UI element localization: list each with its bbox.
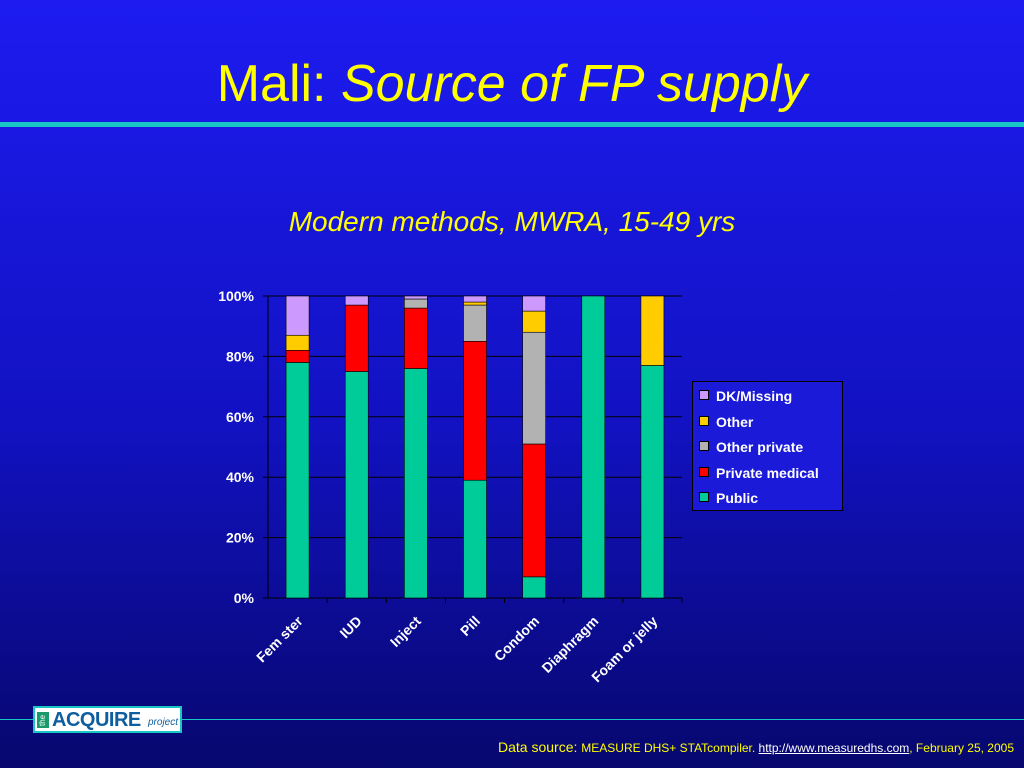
legend-swatch [699, 441, 709, 451]
bar-segment [404, 368, 428, 599]
bar-segment [463, 340, 487, 481]
legend-item: Other [699, 414, 753, 434]
data-source-footer: Data source: MEASURE DHS+ STATcompiler. … [498, 739, 1014, 755]
chart-subtitle: Modern methods, MWRA, 15-49 yrs [288, 206, 736, 237]
bar-segment [344, 304, 369, 372]
bar-segment [344, 295, 369, 306]
y-tick-label: 100% [218, 288, 254, 304]
x-tick-label: Fem ster [253, 612, 306, 665]
legend-label: Other [716, 413, 754, 430]
footer-divider [0, 719, 1024, 720]
bar-segment [581, 295, 606, 599]
logo-the-text: the [37, 712, 49, 728]
bar-segment [640, 365, 665, 599]
legend-label: Private medical [716, 464, 819, 481]
bar-segment [404, 298, 428, 309]
title-italic: Source of FP supply [340, 55, 808, 113]
bar-segment [285, 295, 310, 336]
bar-segment [285, 350, 310, 363]
bar-segment [285, 362, 310, 599]
bar-segment [463, 301, 487, 306]
bar-segment [463, 295, 487, 303]
bar-segment [522, 443, 546, 578]
bar-segment [463, 479, 487, 599]
bar-segment [522, 310, 546, 333]
bar-segment [463, 304, 487, 342]
legend-label: Other private [716, 439, 804, 455]
legend-label: Public [716, 490, 759, 506]
x-tick-label: IUD [336, 613, 364, 641]
legend-swatch [699, 390, 709, 400]
chart-legend: DK/Missing Other Other private Private medi… [692, 381, 843, 511]
footer-date: , February 25, 2005 [909, 741, 1014, 755]
bar-segment [344, 371, 369, 599]
legend-item: Private medical [699, 465, 819, 485]
footer-link[interactable]: http://www.measuredhs.com [758, 741, 910, 755]
bar-segment [522, 331, 546, 445]
logo-sub-text: project [148, 717, 179, 728]
y-tick-label: 0% [234, 590, 255, 606]
bar-segment [404, 307, 428, 369]
legend-swatch [699, 492, 709, 502]
slide-title: Mali: Source of FP supply [0, 52, 1024, 116]
title-divider [0, 122, 1024, 127]
bar-segment [404, 295, 428, 300]
bar-segment [285, 334, 310, 351]
x-tick-label: Condom [491, 613, 542, 664]
x-tick-label: Inject [387, 613, 424, 650]
x-tick-label: Diaphragm [538, 613, 601, 676]
x-tick-label: Pill [457, 613, 483, 639]
footer-label: Data source: [498, 739, 582, 755]
bar-segment [522, 295, 546, 312]
acquire-logo: the ACQUIRE project [33, 706, 182, 733]
y-tick-label: 20% [226, 530, 255, 546]
legend-swatch [699, 466, 709, 477]
y-tick-label: 40% [226, 469, 255, 485]
legend-item: DK/Missing [699, 388, 792, 408]
bar-segment [522, 576, 546, 599]
logo-main-text: ACQUIRE [52, 709, 141, 731]
y-tick-label: 80% [226, 348, 255, 364]
legend-swatch [699, 415, 709, 426]
footer-source: MEASURE DHS+ STATcompiler. [581, 741, 759, 755]
y-tick-label: 60% [226, 409, 255, 425]
legend-item: Other private [699, 439, 803, 459]
title-prefix: Mali: [216, 55, 341, 113]
legend-item: Public [699, 490, 758, 510]
bar-segment [640, 295, 665, 366]
legend-label: DK/Missing [716, 388, 793, 404]
